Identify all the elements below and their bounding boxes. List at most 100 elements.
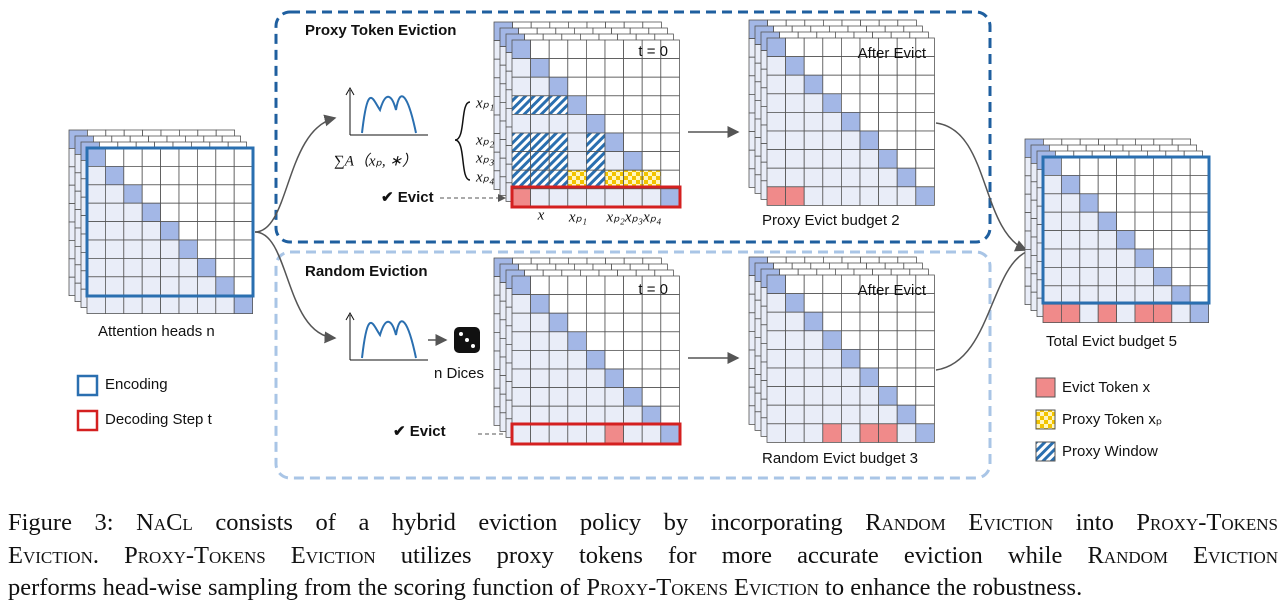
cell: [548, 39, 569, 60]
cell: [1171, 156, 1191, 176]
cell: [660, 368, 680, 389]
cell: [785, 293, 805, 313]
cell: [896, 74, 917, 95]
cell: [1134, 230, 1154, 250]
cell: [233, 221, 253, 241]
caption: Figure 3: NaCl consists of a hybrid evic…: [8, 507, 1278, 605]
cell: [215, 184, 235, 204]
cell: [530, 331, 550, 351]
cell: [511, 368, 532, 389]
cell: [511, 275, 532, 296]
cell: [660, 349, 680, 370]
cell: [766, 348, 787, 369]
cell: [859, 186, 880, 206]
cell: [785, 149, 805, 169]
cell: [785, 404, 805, 425]
cell: [530, 76, 550, 97]
cell: [1134, 248, 1154, 268]
cell: [896, 112, 917, 132]
cell: [822, 37, 842, 58]
cell: [766, 274, 787, 295]
cell: [822, 423, 842, 443]
cell: [641, 424, 662, 444]
cell: [530, 151, 550, 171]
arrow: [254, 231, 337, 344]
cell: [215, 276, 235, 296]
cell: [915, 149, 935, 169]
cell: [86, 202, 106, 222]
cell: [530, 312, 550, 333]
score-formula: ∑A（xₚ, ∗）: [334, 152, 417, 169]
cell: [160, 202, 180, 222]
cell: [859, 367, 880, 388]
cell: [215, 147, 235, 167]
cell: [1116, 248, 1136, 268]
cell: [841, 386, 861, 406]
cell: [567, 331, 587, 351]
cell: [604, 424, 625, 444]
cell: [1097, 266, 1117, 287]
cell: [511, 349, 532, 370]
cell: [785, 74, 805, 95]
cell: [896, 367, 917, 388]
cell: [511, 294, 532, 314]
cell: [1061, 266, 1081, 287]
cell: [623, 114, 643, 134]
cell: [803, 130, 824, 151]
cell: [803, 423, 824, 443]
cell: [586, 132, 606, 153]
cell: [859, 386, 880, 406]
cell: [896, 149, 917, 169]
cell: [915, 186, 935, 206]
cell: [623, 95, 643, 115]
heads-label: Attention heads n: [98, 323, 215, 340]
cell: [822, 386, 842, 406]
cell: [841, 112, 861, 132]
cell: [1042, 248, 1062, 268]
cell: [623, 424, 643, 444]
cell: [1079, 211, 1099, 231]
legend-label: Encoding: [105, 376, 168, 393]
cell: [567, 405, 587, 426]
cell: [766, 167, 787, 188]
cell: [841, 167, 861, 188]
cell: [123, 184, 143, 204]
cell: [915, 423, 935, 443]
cell: [878, 167, 898, 188]
cell: [141, 184, 161, 204]
cell: [567, 368, 587, 389]
cell: [915, 130, 935, 151]
cell: [803, 186, 824, 206]
cell: [1153, 266, 1173, 287]
cell: [1042, 303, 1062, 324]
cell: [604, 275, 625, 296]
cell: [915, 330, 935, 350]
cell: [604, 114, 625, 134]
cell: [859, 330, 880, 350]
cell: [233, 147, 253, 167]
cell: [623, 151, 643, 171]
cell: [567, 114, 587, 134]
legend-label: Evict Token x: [1062, 379, 1151, 396]
cell: [530, 95, 550, 115]
cell: [1097, 156, 1117, 176]
dist-plot: [345, 86, 471, 361]
cell: [1116, 285, 1136, 305]
cell: [530, 387, 550, 407]
cell: [878, 367, 898, 388]
cell: [1116, 266, 1136, 287]
cell: [215, 221, 235, 241]
cell: [604, 132, 625, 153]
cell: [86, 221, 106, 241]
cell: [896, 311, 917, 332]
cell: [1153, 193, 1173, 213]
caption-text: utilizes proxy tokens for more accurate …: [375, 541, 1088, 569]
cell: [803, 37, 824, 58]
cell: [766, 56, 787, 76]
cell: [511, 58, 532, 78]
cell: [641, 331, 662, 351]
cell: [530, 188, 550, 208]
cell: [803, 293, 824, 313]
arrow: [935, 251, 1027, 371]
dices-label: n Dices: [434, 365, 484, 382]
